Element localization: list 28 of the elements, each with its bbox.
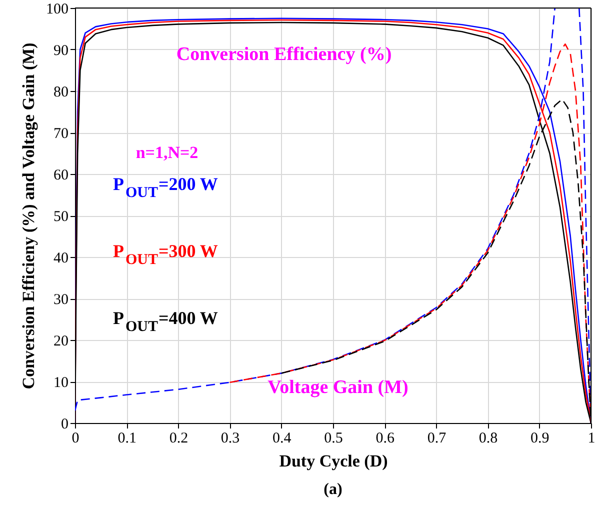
y-tick-label: 90	[54, 43, 68, 59]
y-tick-label: 100	[46, 2, 68, 18]
x-tick-label: 0.1	[118, 430, 136, 446]
x-tick-label: 1	[588, 430, 596, 446]
x-tick-label: 0.8	[478, 430, 498, 446]
x-tick-label: 0.3	[220, 430, 240, 446]
annotation: Conversion Efficiency (%)	[176, 44, 392, 65]
y-tick-label: 50	[54, 209, 68, 225]
x-tick-label: 0.9	[530, 430, 550, 446]
y-tick-label: 30	[54, 292, 68, 308]
y-tick-label: 0	[61, 416, 68, 432]
x-tick-label: 0.5	[324, 430, 343, 446]
annotation: Voltage Gain (M)	[268, 377, 408, 398]
y-tick-label: 70	[54, 126, 68, 142]
x-tick-label: 0.4	[272, 430, 292, 446]
annotation: n=1,N=2	[136, 143, 198, 162]
x-tick-label: 0.6	[376, 430, 395, 446]
y-tick-label: 80	[54, 84, 68, 100]
x-tick-label: 0.7	[427, 430, 447, 446]
y-tick-label: 10	[54, 375, 68, 391]
y-tick-label: 60	[54, 168, 68, 184]
x-tick-label: 0	[72, 430, 80, 446]
y-tick-label: 40	[54, 250, 68, 266]
text: (a)	[324, 481, 342, 498]
y-tick-label: 20	[54, 334, 68, 350]
y-axis-title: Conversion Efficieny (%) and Voltage Gain (M)	[19, 42, 38, 390]
x-axis-title: Duty Cycle (D)	[279, 452, 388, 470]
x-tick-label: 0.2	[169, 430, 188, 446]
